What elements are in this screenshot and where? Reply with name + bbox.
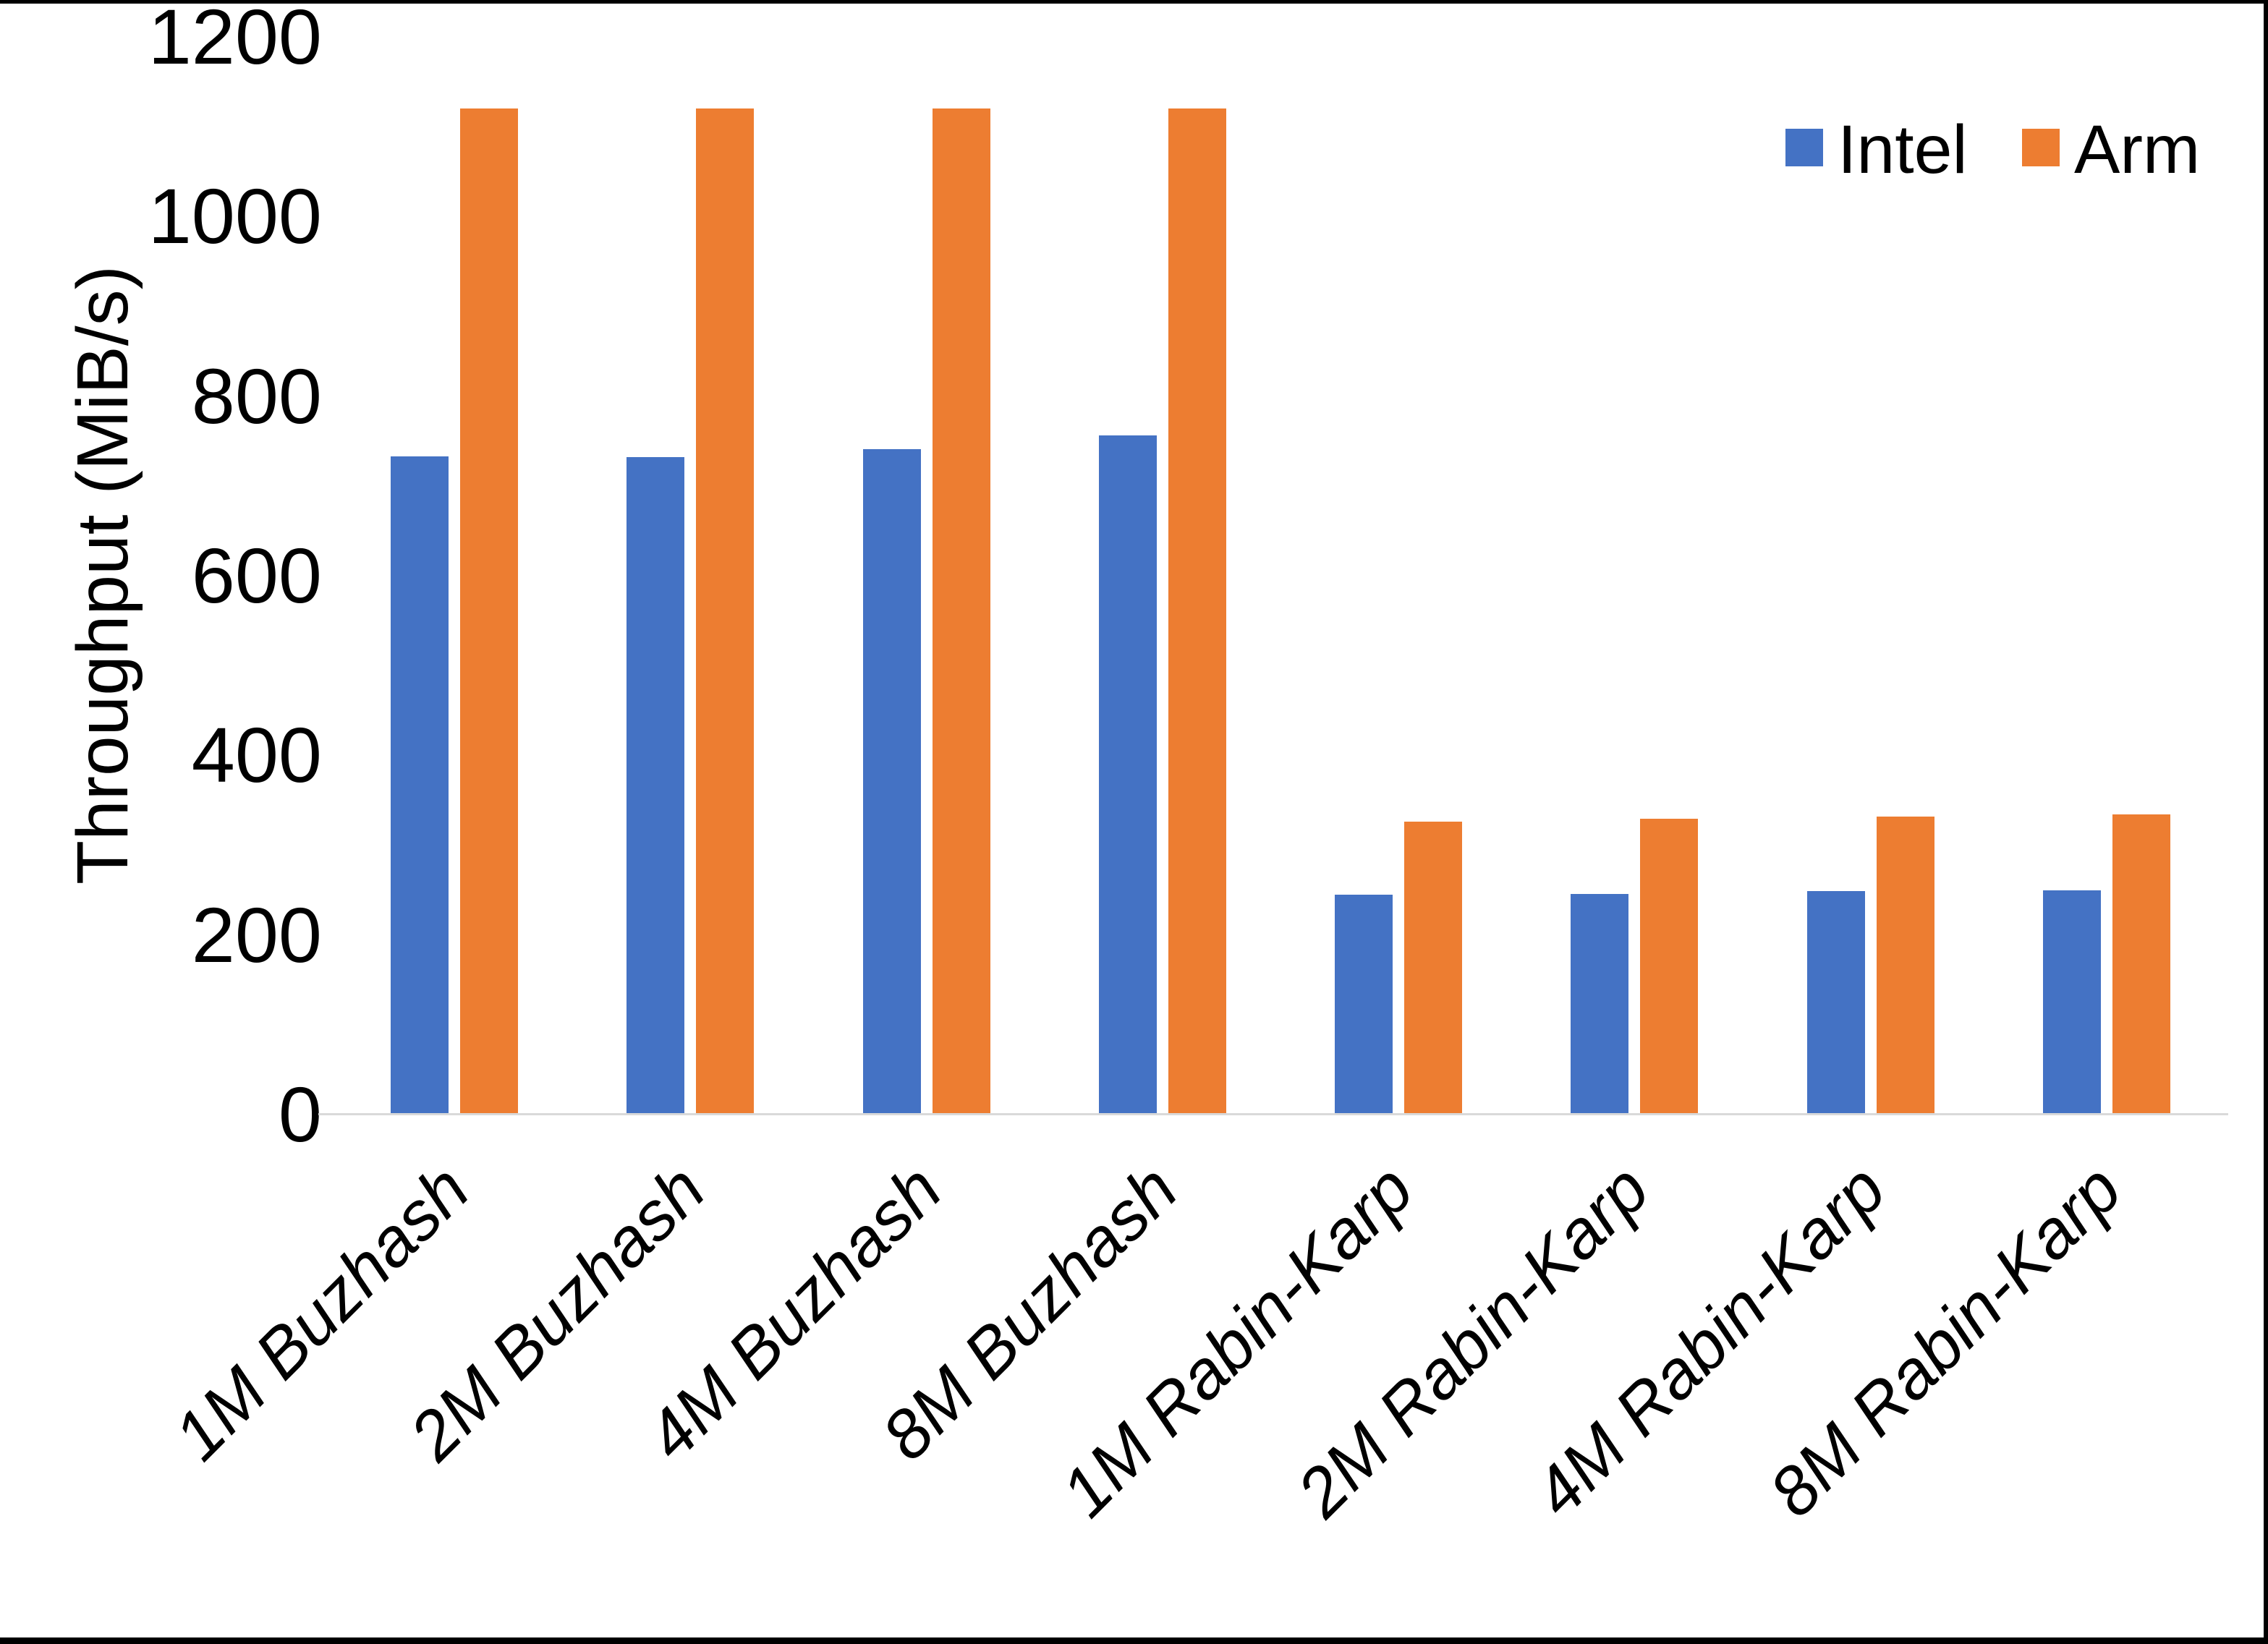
y-tick-label-800: 800	[191, 352, 322, 440]
legend-label-intel: Intel	[1838, 111, 1968, 188]
bar-arm-4m-buzhash	[933, 108, 990, 1115]
bar-arm-2m-rabin-karp	[1640, 819, 1698, 1115]
bar-intel-4m-rabin-karp	[1807, 891, 1865, 1115]
bar-arm-1m-buzhash	[460, 108, 518, 1115]
plot-area	[336, 37, 2225, 1115]
bar-arm-4m-rabin-karp	[1877, 817, 1934, 1115]
bar-intel-2m-rabin-karp	[1571, 894, 1628, 1115]
y-tick-label-1200: 1200	[148, 0, 322, 80]
bar-arm-8m-rabin-karp	[2112, 814, 2170, 1115]
bar-arm-2m-buzhash	[696, 108, 754, 1115]
bar-intel-1m-rabin-karp	[1335, 895, 1393, 1115]
y-tick-label-1000: 1000	[148, 172, 322, 260]
page-border-top	[0, 0, 2268, 4]
intel-swatch-icon	[1785, 129, 1823, 166]
legend-label-arm: Arm	[2074, 111, 2201, 188]
y-tick-label-400: 400	[191, 711, 322, 799]
bar-intel-8m-buzhash	[1099, 435, 1157, 1115]
y-tick-label-0: 0	[278, 1070, 322, 1158]
page-border-bottom	[0, 1637, 2268, 1644]
bar-intel-4m-buzhash	[863, 449, 921, 1115]
bar-intel-2m-buzhash	[627, 457, 684, 1115]
arm-swatch-icon	[2022, 129, 2060, 166]
bar-arm-8m-buzhash	[1168, 108, 1226, 1115]
bar-intel-8m-rabin-karp	[2043, 890, 2101, 1115]
y-tick-label-200: 200	[191, 890, 322, 979]
bar-arm-1m-rabin-karp	[1404, 822, 1462, 1115]
bar-intel-1m-buzhash	[391, 456, 449, 1115]
x-axis-line	[318, 1113, 2228, 1115]
y-tick-label-600: 600	[191, 532, 322, 619]
page-border-right	[2264, 0, 2268, 1644]
